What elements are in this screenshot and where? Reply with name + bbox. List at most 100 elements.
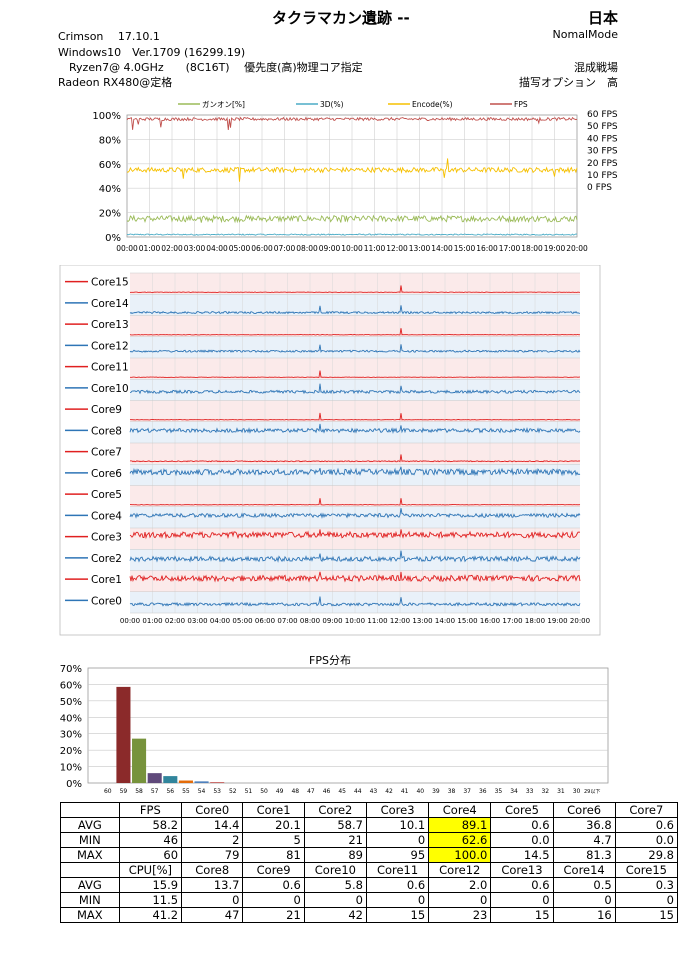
stats-cell: 16 bbox=[552, 907, 616, 923]
x-tick: 02:00 bbox=[161, 244, 183, 253]
x-tick: 49 bbox=[276, 788, 284, 795]
core-label: Core0 bbox=[91, 595, 122, 607]
core-series-core12 bbox=[129, 344, 581, 353]
core-series-core8 bbox=[129, 423, 581, 434]
y-tick: 30% bbox=[60, 730, 82, 741]
stats-cell: Core14 bbox=[552, 862, 616, 878]
y-tick: 40% bbox=[60, 713, 82, 724]
x-tick: 04:00 bbox=[206, 244, 228, 253]
x-tick: 02:00 bbox=[165, 617, 185, 625]
x-tick: 01:00 bbox=[142, 617, 162, 625]
x-tick: 38 bbox=[448, 788, 456, 795]
stats-row-label: AVG bbox=[60, 817, 120, 833]
core-series-core14 bbox=[129, 305, 581, 315]
os-version: Windows10 Ver.1709 (16299.19) bbox=[58, 46, 246, 59]
x-tick: 06:00 bbox=[251, 244, 273, 253]
core-series-core3 bbox=[129, 529, 581, 540]
x-tick: 33 bbox=[526, 788, 534, 795]
legend-label-1: 3D(%) bbox=[320, 100, 344, 109]
stats-cell: FPS bbox=[118, 802, 183, 818]
stats-cell: 20.1 bbox=[242, 817, 305, 833]
x-tick: 17:00 bbox=[502, 617, 522, 625]
stats-cell: 81 bbox=[242, 847, 305, 863]
stats-cell: 0.0 bbox=[490, 832, 554, 848]
stats-cell: 21 bbox=[303, 832, 367, 848]
stats-cell: Core12 bbox=[428, 862, 492, 878]
x-tick: 29以下 bbox=[584, 789, 600, 795]
y-right-tick: 60 FPS bbox=[587, 110, 618, 120]
fps-bar-59 bbox=[116, 686, 131, 783]
x-tick: 12:00 bbox=[386, 244, 408, 253]
x-tick: 36 bbox=[479, 788, 487, 795]
x-tick: 46 bbox=[323, 788, 331, 795]
stats-cell: Core13 bbox=[490, 862, 554, 878]
y-left-tick: 0% bbox=[105, 233, 121, 244]
stats-cell: 0.6 bbox=[365, 877, 430, 893]
core-series-core10 bbox=[129, 383, 581, 395]
legend-label-0: ガンオン[%] bbox=[202, 99, 245, 109]
legend-label-2: Encode(%) bbox=[412, 100, 453, 109]
x-tick: 18:00 bbox=[521, 244, 543, 253]
x-tick: 16:00 bbox=[476, 244, 498, 253]
x-tick: 13:00 bbox=[412, 617, 432, 625]
x-tick: 10:00 bbox=[345, 617, 365, 625]
core-series-core4 bbox=[129, 508, 581, 519]
x-tick: 39 bbox=[432, 788, 440, 795]
stats-cell: 10.1 bbox=[365, 817, 430, 833]
x-tick: 11:00 bbox=[364, 244, 386, 253]
stats-cell: 0 bbox=[490, 892, 554, 908]
core-label: Core1 bbox=[91, 574, 122, 586]
fps-bar-58 bbox=[132, 738, 147, 783]
stats-cell: 0 bbox=[242, 892, 305, 908]
driver-version: Crimson 17.10.1 bbox=[58, 30, 160, 43]
x-tick: 06:00 bbox=[255, 617, 275, 625]
stats-cell: Core15 bbox=[614, 862, 678, 878]
x-tick: 07:00 bbox=[274, 244, 296, 253]
mode-label: NomalMode bbox=[552, 28, 618, 41]
stats-cell: 0.6 bbox=[242, 877, 305, 893]
y-right-tick: 40 FPS bbox=[587, 134, 618, 144]
x-tick: 11:00 bbox=[367, 617, 387, 625]
x-tick: 01:00 bbox=[139, 244, 161, 253]
stats-cell: Core3 bbox=[365, 802, 430, 818]
stats-cell: 0.3 bbox=[614, 877, 678, 893]
stats-cell: 29.8 bbox=[614, 847, 678, 863]
core-label: Core12 bbox=[91, 340, 129, 352]
y-tick: 10% bbox=[60, 763, 82, 774]
x-tick: 16:00 bbox=[480, 617, 500, 625]
x-tick: 03:00 bbox=[184, 244, 206, 253]
y-left-tick: 80% bbox=[99, 135, 121, 146]
stats-cell: Core10 bbox=[303, 862, 367, 878]
fps-bar-55 bbox=[178, 780, 193, 783]
x-tick: 04:00 bbox=[210, 617, 230, 625]
stats-cell: 62.6 bbox=[428, 832, 492, 848]
x-tick: 00:00 bbox=[116, 244, 138, 253]
x-tick: 34 bbox=[510, 788, 518, 795]
stats-cell: Core0 bbox=[181, 802, 244, 818]
stats-cell: Core9 bbox=[242, 862, 305, 878]
series-3d bbox=[126, 233, 578, 236]
stats-cell: 58.2 bbox=[118, 817, 183, 833]
x-tick: 42 bbox=[385, 788, 393, 795]
x-tick: 31 bbox=[557, 788, 565, 795]
x-tick: 15:00 bbox=[457, 617, 477, 625]
x-tick: 10:00 bbox=[341, 244, 363, 253]
stats-cell: 0.5 bbox=[552, 877, 616, 893]
x-tick: 20:00 bbox=[570, 617, 590, 625]
overview-chart: ガンオン[%] 3D(%) Encode(%) FPS 100% 80% 60% 40% 20… bbox=[92, 99, 618, 253]
stats-cell: Core7 bbox=[614, 802, 678, 818]
y-right-tick: 10 FPS bbox=[587, 171, 618, 181]
stats-cell: 15 bbox=[365, 907, 430, 923]
stats-row: MIN 11.5 0 0 0 0 0 0 0 0 bbox=[60, 892, 678, 908]
y-right-tick: 20 FPS bbox=[587, 159, 618, 169]
x-tick: 58 bbox=[135, 788, 143, 795]
stats-cell: 0 bbox=[365, 832, 430, 848]
stats-cell: 14.4 bbox=[181, 817, 244, 833]
fps-bar-57 bbox=[147, 773, 162, 783]
stats-cell: Core6 bbox=[552, 802, 616, 818]
stats-cell: 2.0 bbox=[428, 877, 492, 893]
x-tick: 05:00 bbox=[232, 617, 252, 625]
x-tick: 14:00 bbox=[431, 244, 453, 253]
x-tick: 53 bbox=[213, 788, 221, 795]
stats-cell: 11.5 bbox=[118, 892, 183, 908]
